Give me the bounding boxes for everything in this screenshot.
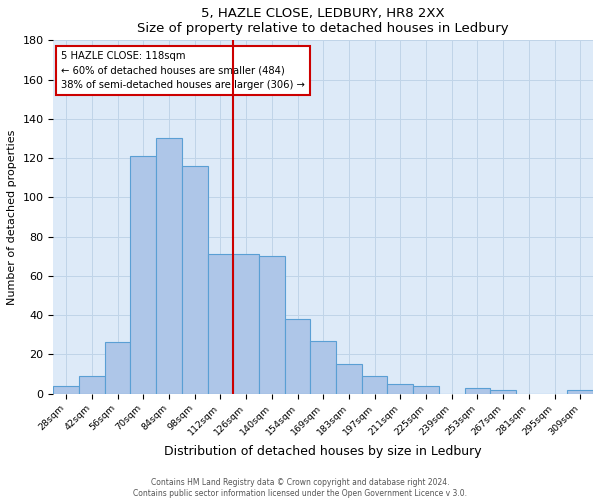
Bar <box>182 166 208 394</box>
Text: Contains HM Land Registry data © Crown copyright and database right 2024.
Contai: Contains HM Land Registry data © Crown c… <box>133 478 467 498</box>
Bar <box>413 386 439 394</box>
Text: 5 HAZLE CLOSE: 118sqm
← 60% of detached houses are smaller (484)
38% of semi-det: 5 HAZLE CLOSE: 118sqm ← 60% of detached … <box>61 51 305 90</box>
Bar <box>284 319 310 394</box>
Title: 5, HAZLE CLOSE, LEDBURY, HR8 2XX
Size of property relative to detached houses in: 5, HAZLE CLOSE, LEDBURY, HR8 2XX Size of… <box>137 7 509 35</box>
Bar <box>388 384 413 394</box>
Bar <box>53 386 79 394</box>
Bar <box>362 376 388 394</box>
Bar <box>130 156 156 394</box>
Bar <box>490 390 516 394</box>
Bar <box>568 390 593 394</box>
X-axis label: Distribution of detached houses by size in Ledbury: Distribution of detached houses by size … <box>164 445 482 458</box>
Bar <box>208 254 233 394</box>
Bar <box>156 138 182 394</box>
Bar <box>105 342 130 394</box>
Bar <box>233 254 259 394</box>
Bar <box>259 256 284 394</box>
Y-axis label: Number of detached properties: Number of detached properties <box>7 129 17 304</box>
Bar <box>464 388 490 394</box>
Bar <box>79 376 105 394</box>
Bar <box>336 364 362 394</box>
Bar <box>310 340 336 394</box>
